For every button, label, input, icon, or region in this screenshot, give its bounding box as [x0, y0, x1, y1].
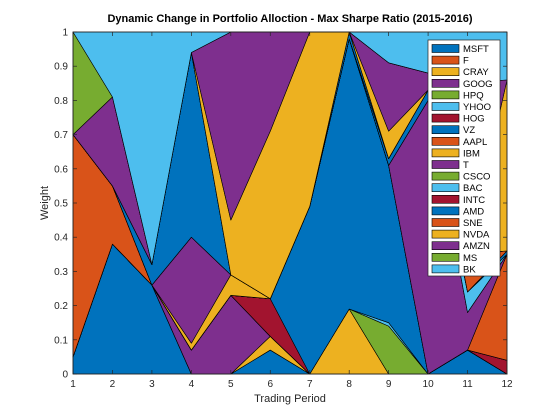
legend-label-f: F — [463, 56, 469, 67]
x-tick-label: 5 — [228, 379, 234, 390]
legend-swatch-ms — [431, 253, 460, 262]
x-tick-label: 9 — [386, 379, 392, 390]
x-tick-label: 1 — [70, 379, 76, 390]
legend-label-vz: VZ — [463, 125, 475, 136]
legend-swatch-vz — [431, 125, 460, 134]
stacked-areas — [72, 31, 508, 375]
legend-swatch-aapl — [431, 137, 460, 146]
legend-label-aapl: AAPL — [463, 137, 487, 148]
legend: MSFTFCRAYGOOGHPQYHOOHOGVZAAPLIBMTCSCOBAC… — [427, 39, 501, 277]
legend-swatch-sne — [431, 218, 460, 227]
legend-label-ms: MS — [463, 253, 477, 264]
legend-label-nvda: NVDA — [463, 230, 490, 241]
x-tick-label: 7 — [307, 379, 313, 390]
y-axis-label: Weight — [39, 186, 51, 220]
legend-swatch-intc — [431, 195, 460, 204]
legend-swatch-bk — [431, 264, 460, 274]
y-tick-label: 0.9 — [54, 62, 68, 73]
legend-label-goog: GOOG — [463, 79, 493, 90]
legend-swatch-goog — [431, 79, 460, 88]
chart-title: Dynamic Change in Portfolio Alloction - … — [107, 13, 472, 25]
legend-swatch-t — [431, 160, 460, 169]
legend-swatch-ibm — [431, 148, 460, 158]
legend-swatch-hpq — [431, 90, 460, 100]
legend-label-sne: SNE — [463, 218, 483, 229]
legend-swatch-bac — [431, 183, 460, 192]
legend-label-yhoo: YHOO — [463, 102, 491, 113]
x-axis-label: Trading Period — [254, 393, 326, 405]
y-tick-label: 0.7 — [54, 130, 68, 141]
legend-swatch-yhoo — [431, 102, 460, 111]
y-tick-label: 0.6 — [54, 164, 68, 175]
y-tick-label: 0.3 — [54, 267, 68, 278]
legend-label-csco: CSCO — [463, 172, 490, 183]
legend-label-hog: HOG — [463, 114, 485, 125]
legend-swatch-amd — [431, 206, 460, 216]
y-tick-label: 0.8 — [54, 96, 68, 107]
legend-label-amzn: AMZN — [463, 241, 490, 252]
x-tick-label: 2 — [110, 379, 116, 390]
y-axis: 0 0.1 0.2 0.3 0.4 0.5 0.6 0.7 0.8 0.9 1 — [54, 28, 507, 381]
legend-swatch-nvda — [431, 229, 460, 239]
legend-swatch-msft — [431, 44, 460, 53]
legend-swatch-cray — [431, 67, 460, 76]
x-tick-label: 3 — [149, 379, 155, 390]
y-tick-label: 0.4 — [54, 233, 68, 244]
y-tick-label: 0 — [62, 370, 68, 381]
x-tick-label: 8 — [346, 379, 352, 390]
legend-label-ibm: IBM — [463, 148, 480, 159]
legend-swatch-f — [431, 55, 460, 65]
y-tick-label: 0.1 — [54, 335, 68, 346]
legend-label-bk: BK — [463, 264, 476, 275]
legend-swatch-hog — [431, 113, 460, 123]
legend-swatch-csco — [431, 171, 460, 181]
legend-label-bac: BAC — [463, 183, 483, 194]
legend-label-t: T — [463, 160, 469, 171]
x-tick-label: 4 — [189, 379, 195, 390]
legend-label-intc: INTC — [463, 195, 485, 206]
y-tick-label: 1 — [62, 28, 68, 39]
legend-swatch-amzn — [431, 241, 460, 250]
legend-label-amd: AMD — [463, 206, 484, 217]
legend-label-cray: CRAY — [463, 67, 489, 78]
y-tick-label: 0.2 — [54, 301, 68, 312]
y-tick-label: 0.5 — [54, 199, 68, 210]
x-tick-label: 6 — [267, 379, 273, 390]
x-tick-label: 10 — [423, 379, 435, 390]
x-tick-label: 12 — [501, 379, 513, 390]
legend-label-msft: MSFT — [463, 44, 489, 55]
x-tick-label: 11 — [462, 379, 473, 390]
x-axis: 1 2 3 4 5 6 7 8 9 10 11 12 — [70, 32, 513, 390]
legend-label-hpq: HPQ — [463, 90, 484, 101]
